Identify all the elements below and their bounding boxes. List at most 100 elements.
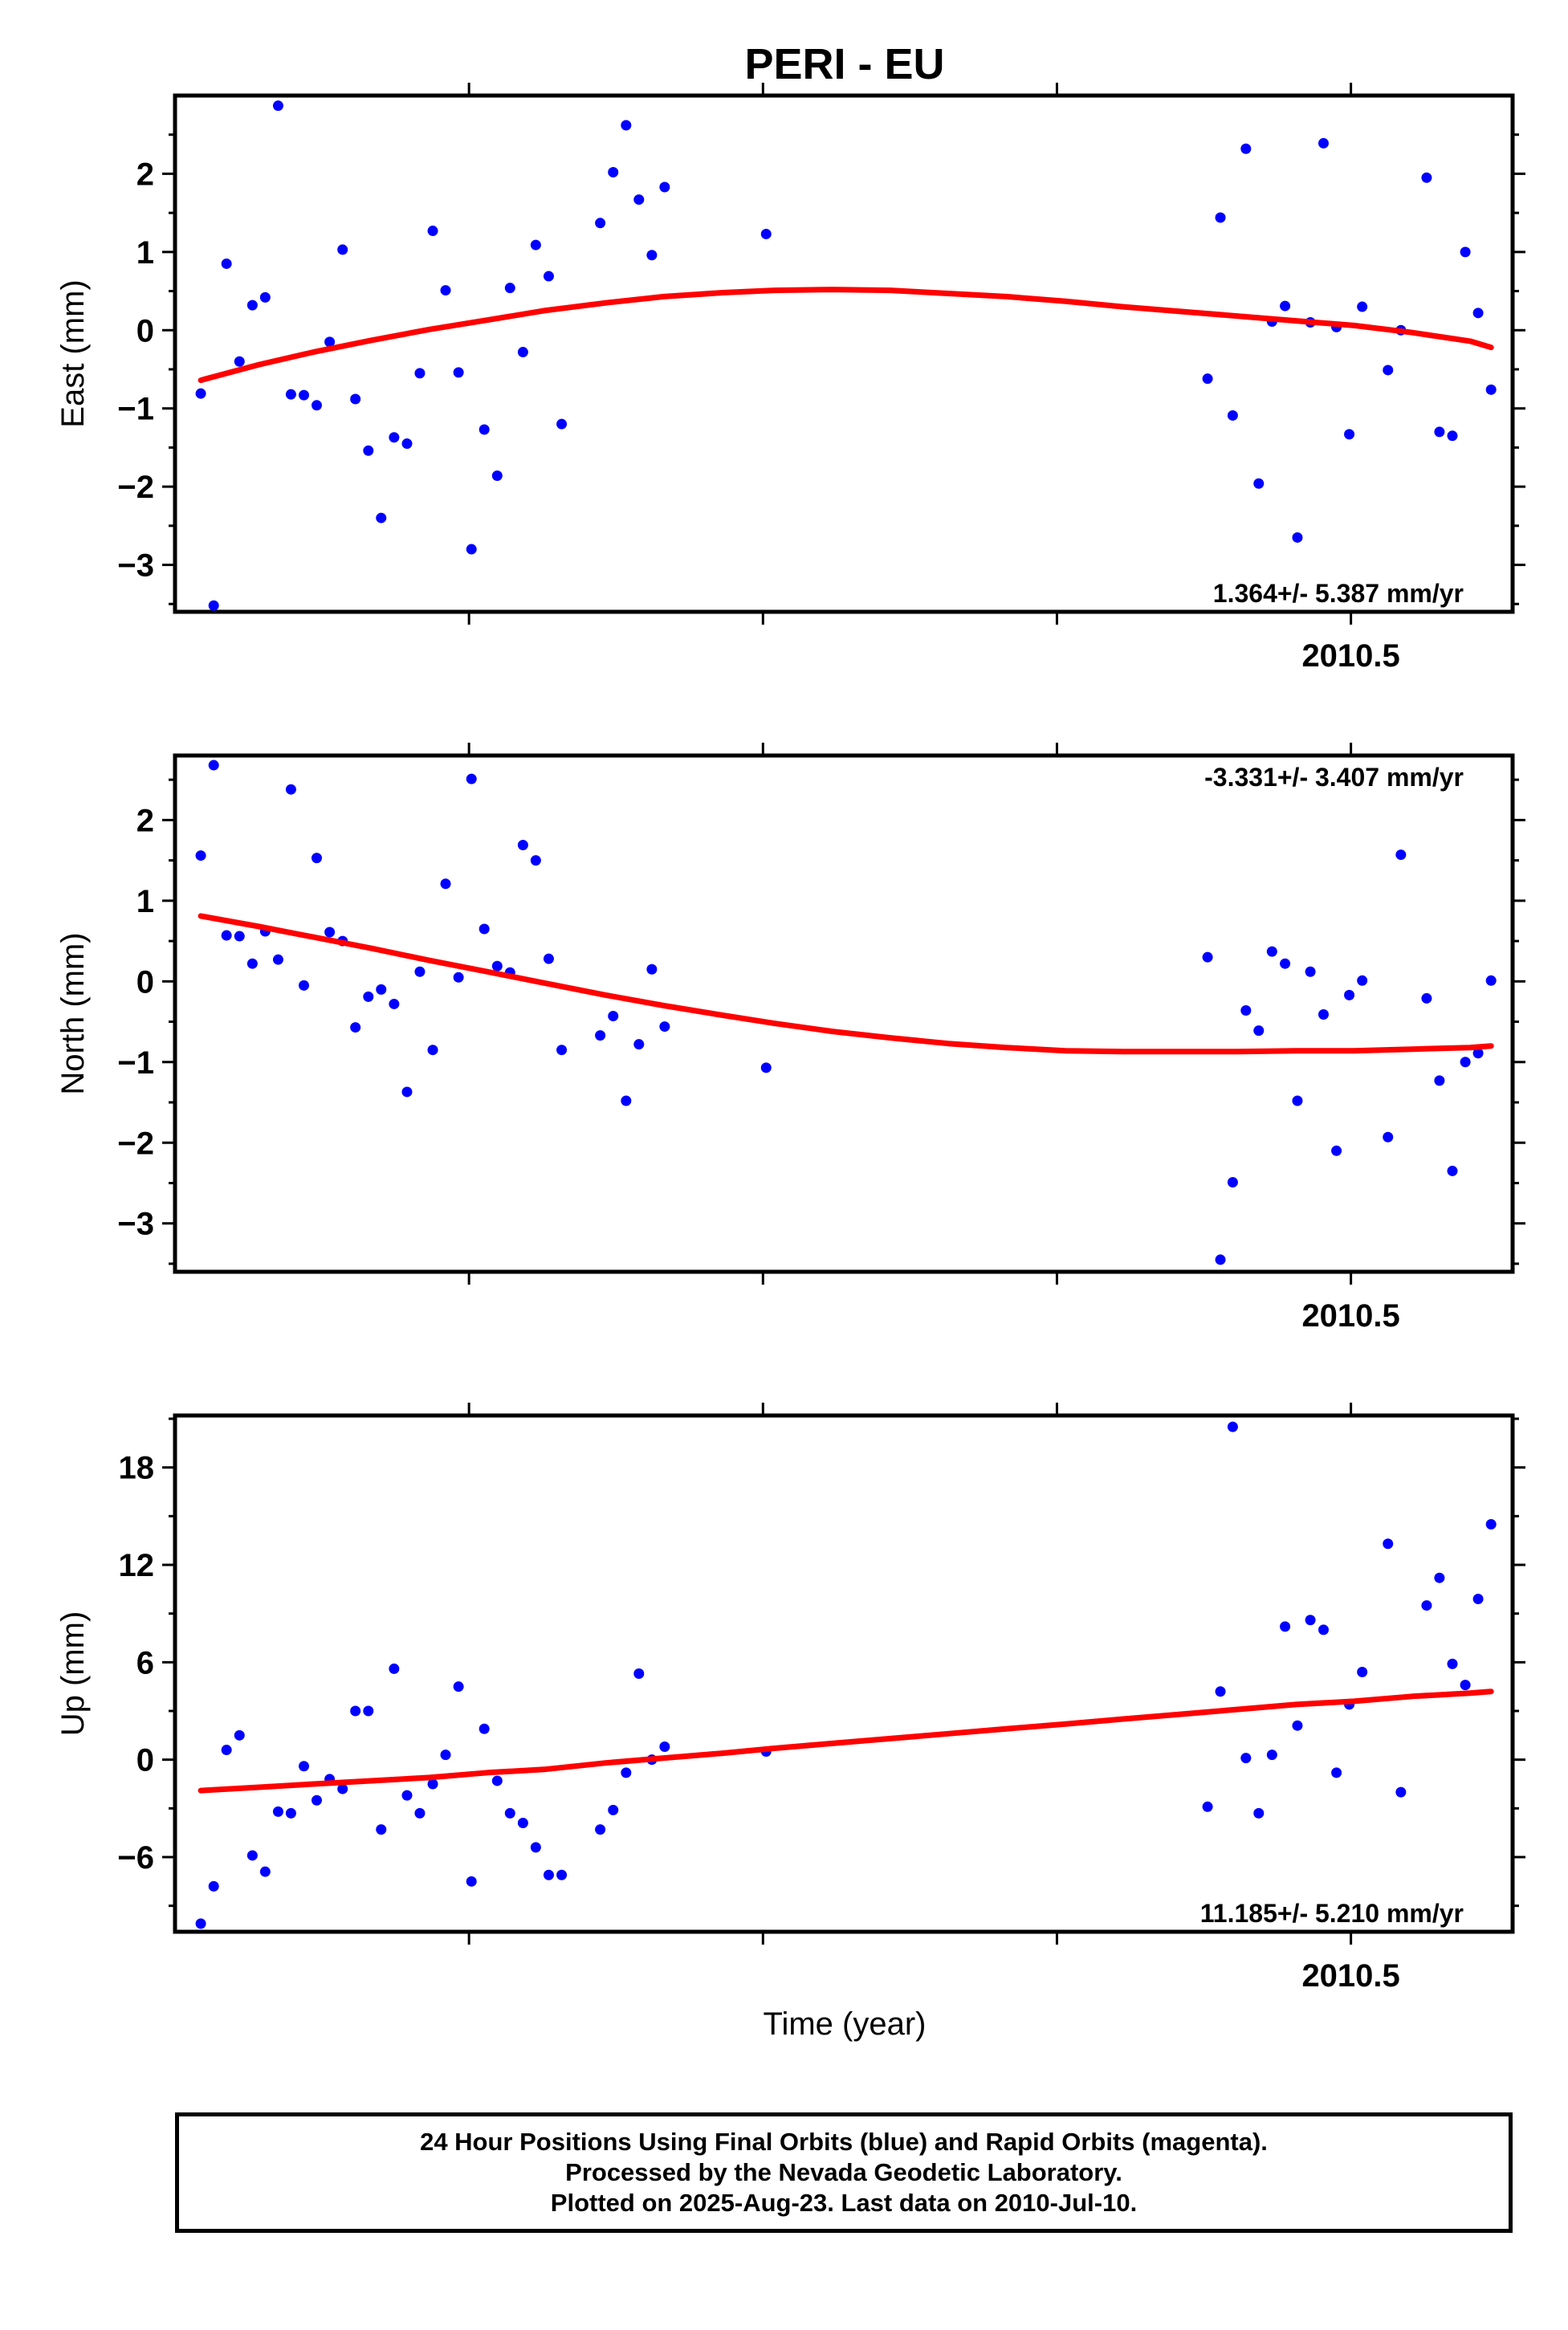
data-point <box>530 855 541 866</box>
fit-line <box>198 287 1494 384</box>
data-point <box>299 1761 310 1772</box>
data-point <box>440 285 451 296</box>
data-point <box>1227 1421 1238 1432</box>
data-point <box>1395 1786 1407 1798</box>
data-point <box>1292 1720 1303 1731</box>
data-point <box>556 1045 568 1056</box>
data-point <box>595 1824 606 1835</box>
data-point <box>1447 1165 1458 1176</box>
y-axis-label: East (mm) <box>55 279 91 427</box>
data-point <box>1460 1680 1471 1691</box>
data-point <box>259 1866 271 1877</box>
data-point <box>440 878 451 890</box>
data-point <box>517 347 528 358</box>
data-point <box>1485 1518 1497 1530</box>
plot-area <box>195 760 1497 1265</box>
footer-line-1: 24 Hour Positions Using Final Orbits (bl… <box>420 2128 1268 2156</box>
data-point <box>1266 1750 1277 1761</box>
data-point <box>1227 409 1238 421</box>
data-point <box>595 1030 606 1041</box>
data-point <box>299 389 310 401</box>
data-point <box>208 1880 219 1892</box>
data-point <box>543 953 554 964</box>
data-point <box>285 389 296 400</box>
y-axis-label: Up (mm) <box>55 1611 91 1737</box>
footer-line-2: Processed by the Nevada Geodetic Laborat… <box>565 2158 1122 2186</box>
data-point <box>427 1045 438 1056</box>
data-point <box>195 1918 206 1929</box>
data-point <box>246 299 258 311</box>
data-point <box>1240 1753 1252 1764</box>
data-point <box>363 1705 374 1717</box>
y-tick-label: −2 <box>117 1126 154 1161</box>
y-tick-label: 0 <box>136 1743 154 1778</box>
data-point <box>621 1767 632 1778</box>
data-point <box>1472 1048 1484 1059</box>
y-tick-label: −6 <box>117 1840 154 1876</box>
data-point <box>234 356 245 367</box>
data-point <box>1253 478 1265 489</box>
data-point <box>414 368 426 379</box>
fit-line <box>198 1688 1494 1794</box>
rate-label: 11.185+/- 5.210 mm/yr <box>1200 1899 1464 1928</box>
data-point <box>363 991 374 1002</box>
data-point <box>414 1807 426 1819</box>
data-point <box>621 1095 632 1106</box>
data-point <box>1305 966 1316 977</box>
data-point <box>1357 975 1368 986</box>
data-point <box>440 1750 451 1761</box>
data-point <box>1460 246 1471 258</box>
data-point <box>414 966 426 977</box>
data-point <box>595 218 606 229</box>
data-point <box>453 1681 464 1693</box>
data-point <box>1215 1686 1226 1697</box>
plot-frame <box>173 1413 1515 1934</box>
data-point <box>760 1062 772 1073</box>
data-point <box>1447 430 1458 442</box>
data-point <box>1240 1004 1252 1016</box>
data-point <box>350 1705 361 1717</box>
data-point <box>1266 946 1277 957</box>
x-axis-label: Time (year) <box>764 2006 927 2042</box>
data-point <box>479 923 490 935</box>
y-tick-label: 6 <box>136 1645 154 1680</box>
y-axis-label: North (mm) <box>55 932 91 1094</box>
data-point <box>208 600 219 611</box>
data-point <box>1331 1767 1342 1778</box>
panel-north: 2010.5 −3 −2 −1 0 1 2 North (mm) -3.331+/- 3.407… <box>55 743 1525 1334</box>
data-point <box>1383 1131 1394 1143</box>
data-point <box>1472 308 1484 319</box>
y-tick-label: 0 <box>136 313 154 348</box>
data-point <box>1434 1572 1445 1583</box>
data-point <box>401 438 413 450</box>
data-point <box>1460 1057 1471 1068</box>
data-point <box>208 760 219 771</box>
data-point <box>517 1818 528 1829</box>
data-point <box>337 1783 348 1794</box>
y-tick-label: −1 <box>117 392 154 427</box>
plot-area <box>195 100 1497 611</box>
data-point <box>1318 1624 1329 1635</box>
y-tick-label: 2 <box>136 157 154 192</box>
data-point <box>646 963 658 975</box>
data-point <box>608 1804 619 1815</box>
data-point <box>504 283 515 294</box>
chart-title: PERI - EU <box>744 40 944 88</box>
data-point <box>337 244 348 255</box>
data-point <box>389 998 400 1009</box>
data-point <box>272 100 283 112</box>
data-point <box>491 470 503 481</box>
data-point <box>479 424 490 435</box>
data-point <box>466 773 477 784</box>
data-point <box>1331 1145 1342 1156</box>
data-point <box>376 984 387 995</box>
data-point <box>646 250 658 261</box>
data-point <box>272 954 283 965</box>
data-point <box>1434 426 1445 438</box>
data-point <box>659 181 670 193</box>
panel-up: 2010.5 −6 0 6 12 18 Up (mm) 11.185+/- 5.210 mm/… <box>55 1403 1525 1994</box>
rate-label: 1.364+/- 5.387 mm/yr <box>1213 579 1464 608</box>
y-tick-label: 18 <box>119 1451 155 1486</box>
y-tick-label: 2 <box>136 803 154 838</box>
